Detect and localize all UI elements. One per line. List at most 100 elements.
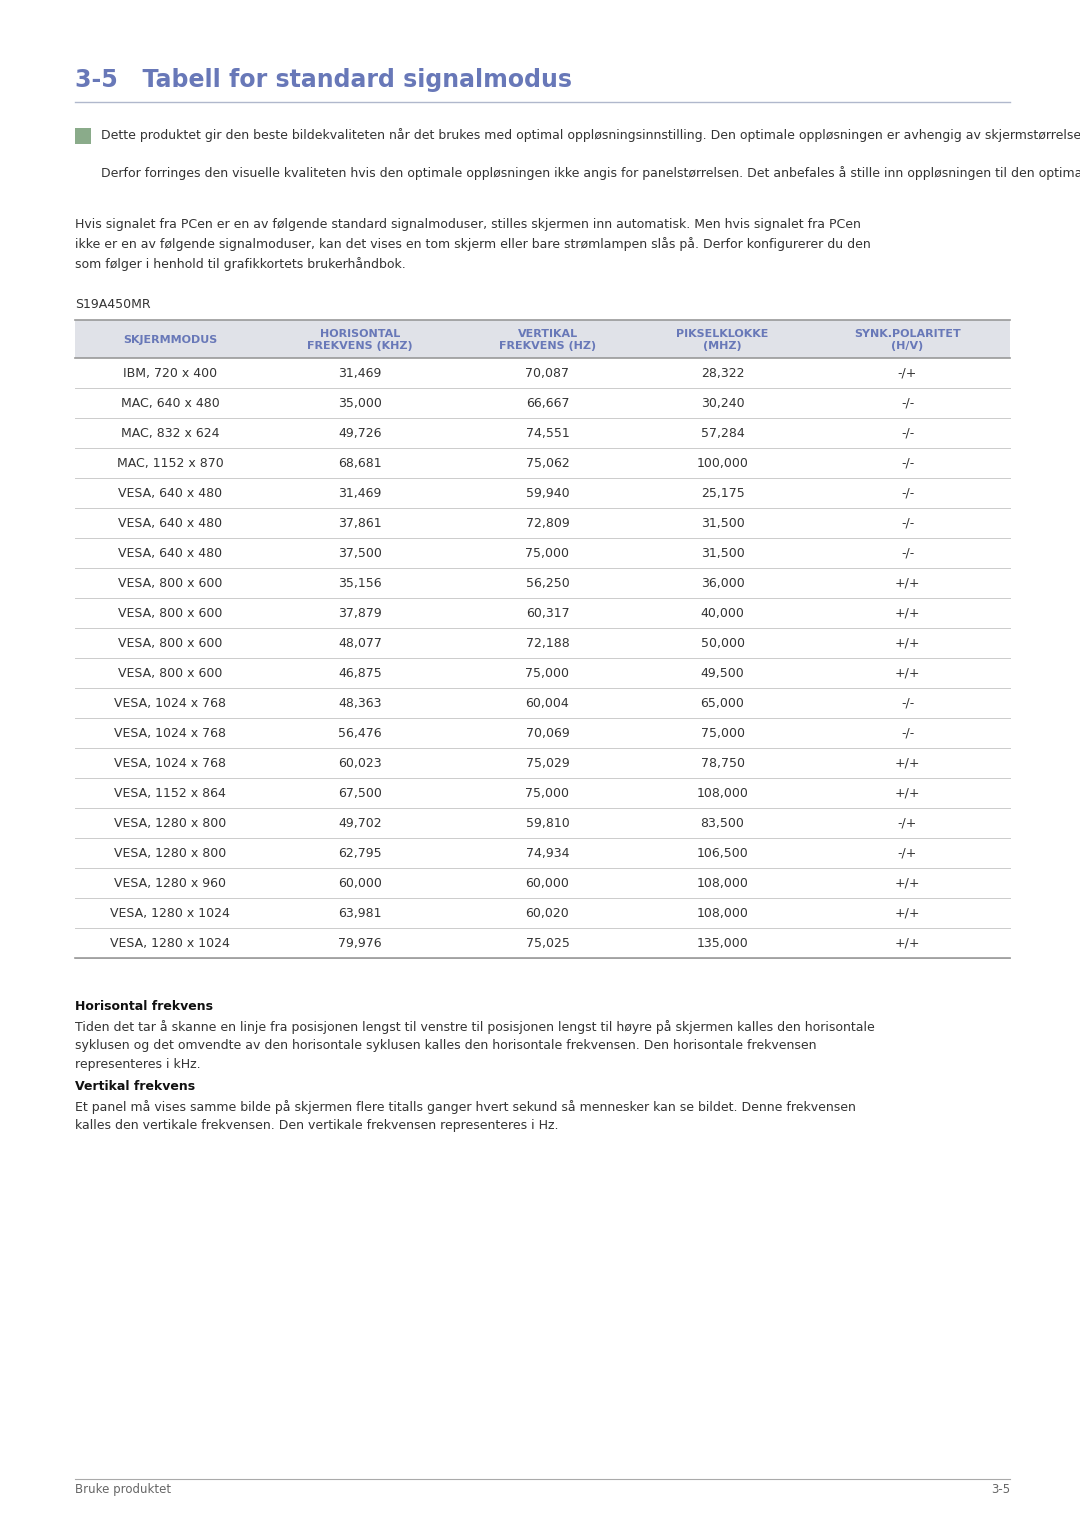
Text: 75,000: 75,000 xyxy=(526,786,569,800)
Text: 75,000: 75,000 xyxy=(526,666,569,680)
Text: SYNK.POLARITET
(H/V): SYNK.POLARITET (H/V) xyxy=(854,328,961,351)
Text: +/+: +/+ xyxy=(894,786,920,800)
Text: VERTIKAL
FREKVENS (HZ): VERTIKAL FREKVENS (HZ) xyxy=(499,328,596,351)
Text: 135,000: 135,000 xyxy=(697,936,748,950)
Text: 67,500: 67,500 xyxy=(338,786,382,800)
Text: VESA, 1280 x 800: VESA, 1280 x 800 xyxy=(113,846,226,860)
Text: Tiden det tar å skanne en linje fra posisjonen lengst til venstre til posisjonen: Tiden det tar å skanne en linje fra posi… xyxy=(75,1020,875,1070)
Text: 37,500: 37,500 xyxy=(338,547,382,559)
Text: 75,000: 75,000 xyxy=(701,727,744,739)
Text: 60,000: 60,000 xyxy=(338,876,382,890)
Text: 48,077: 48,077 xyxy=(338,637,382,649)
Text: VESA, 1280 x 1024: VESA, 1280 x 1024 xyxy=(110,907,230,919)
Text: HORISONTAL
FREKVENS (KHZ): HORISONTAL FREKVENS (KHZ) xyxy=(307,328,413,351)
Text: 72,809: 72,809 xyxy=(526,516,569,530)
Text: 108,000: 108,000 xyxy=(697,907,748,919)
Text: -/+: -/+ xyxy=(897,366,917,380)
Text: VESA, 640 x 480: VESA, 640 x 480 xyxy=(118,487,222,499)
Text: SKJERMMODUS: SKJERMMODUS xyxy=(123,334,217,345)
Text: 37,879: 37,879 xyxy=(338,606,382,620)
Text: Derfor forringes den visuelle kvaliteten hvis den optimale oppløsningen ikke ang: Derfor forringes den visuelle kvaliteten… xyxy=(102,166,1080,180)
Text: 75,025: 75,025 xyxy=(526,936,569,950)
Text: Horisontal frekvens: Horisontal frekvens xyxy=(75,1000,213,1012)
Text: -/-: -/- xyxy=(901,457,914,469)
Text: VESA, 640 x 480: VESA, 640 x 480 xyxy=(118,547,222,559)
Text: VESA, 1024 x 768: VESA, 1024 x 768 xyxy=(114,696,226,710)
Bar xyxy=(75,321,1010,357)
Text: 30,240: 30,240 xyxy=(701,397,744,409)
Text: Vertikal frekvens: Vertikal frekvens xyxy=(75,1080,195,1093)
Text: 66,667: 66,667 xyxy=(526,397,569,409)
Text: 108,000: 108,000 xyxy=(697,876,748,890)
Text: S19A450MR: S19A450MR xyxy=(75,298,150,312)
Text: 60,020: 60,020 xyxy=(526,907,569,919)
Text: 83,500: 83,500 xyxy=(701,817,744,829)
Text: 60,000: 60,000 xyxy=(526,876,569,890)
Text: MAC, 832 x 624: MAC, 832 x 624 xyxy=(121,426,219,440)
Text: 75,000: 75,000 xyxy=(526,547,569,559)
Text: VESA, 800 x 600: VESA, 800 x 600 xyxy=(118,606,222,620)
Text: +/+: +/+ xyxy=(894,876,920,890)
Text: -/-: -/- xyxy=(901,397,914,409)
Text: 100,000: 100,000 xyxy=(697,457,748,469)
Text: 25,175: 25,175 xyxy=(701,487,744,499)
Text: 62,795: 62,795 xyxy=(338,846,382,860)
Text: 59,810: 59,810 xyxy=(526,817,569,829)
Text: +/+: +/+ xyxy=(894,577,920,589)
Text: -/+: -/+ xyxy=(897,846,917,860)
Text: 31,469: 31,469 xyxy=(338,487,381,499)
Text: VESA, 1280 x 960: VESA, 1280 x 960 xyxy=(114,876,226,890)
Text: 70,069: 70,069 xyxy=(526,727,569,739)
Text: IBM, 720 x 400: IBM, 720 x 400 xyxy=(123,366,217,380)
Text: -/-: -/- xyxy=(901,426,914,440)
Text: 57,284: 57,284 xyxy=(701,426,744,440)
Text: VESA, 1024 x 768: VESA, 1024 x 768 xyxy=(114,756,226,770)
Text: Hvis signalet fra PCen er en av følgende standard signalmoduser, stilles skjerme: Hvis signalet fra PCen er en av følgende… xyxy=(75,218,870,270)
Text: 70,087: 70,087 xyxy=(526,366,569,380)
Text: 74,934: 74,934 xyxy=(526,846,569,860)
Text: VESA, 1280 x 800: VESA, 1280 x 800 xyxy=(113,817,226,829)
Text: -/+: -/+ xyxy=(897,817,917,829)
Text: +/+: +/+ xyxy=(894,606,920,620)
Text: 79,976: 79,976 xyxy=(338,936,382,950)
Text: Et panel må vises samme bilde på skjermen flere titalls ganger hvert sekund så m: Et panel må vises samme bilde på skjerme… xyxy=(75,1099,855,1133)
Text: 31,469: 31,469 xyxy=(338,366,381,380)
Text: 40,000: 40,000 xyxy=(701,606,744,620)
Text: -/-: -/- xyxy=(901,696,914,710)
Text: 31,500: 31,500 xyxy=(701,547,744,559)
Text: 37,861: 37,861 xyxy=(338,516,382,530)
Text: 46,875: 46,875 xyxy=(338,666,382,680)
Text: -/-: -/- xyxy=(901,727,914,739)
Text: VESA, 800 x 600: VESA, 800 x 600 xyxy=(118,577,222,589)
Text: -/-: -/- xyxy=(901,547,914,559)
Text: VESA, 1024 x 768: VESA, 1024 x 768 xyxy=(114,727,226,739)
Text: 60,023: 60,023 xyxy=(338,756,382,770)
Text: +/+: +/+ xyxy=(894,756,920,770)
Text: 31,500: 31,500 xyxy=(701,516,744,530)
Text: 59,940: 59,940 xyxy=(526,487,569,499)
Text: PIKSELKLOKKE
(MHZ): PIKSELKLOKKE (MHZ) xyxy=(676,328,769,351)
Text: Bruke produktet: Bruke produktet xyxy=(75,1483,171,1496)
Text: 106,500: 106,500 xyxy=(697,846,748,860)
Text: 65,000: 65,000 xyxy=(701,696,744,710)
Text: 74,551: 74,551 xyxy=(526,426,569,440)
Text: 78,750: 78,750 xyxy=(701,756,744,770)
Text: +/+: +/+ xyxy=(894,637,920,649)
Text: 60,004: 60,004 xyxy=(526,696,569,710)
Text: 75,029: 75,029 xyxy=(526,756,569,770)
Text: 49,702: 49,702 xyxy=(338,817,382,829)
Text: 108,000: 108,000 xyxy=(697,786,748,800)
Text: VESA, 1280 x 1024: VESA, 1280 x 1024 xyxy=(110,936,230,950)
Bar xyxy=(75,128,91,144)
Text: 72,188: 72,188 xyxy=(526,637,569,649)
Text: VESA, 1152 x 864: VESA, 1152 x 864 xyxy=(114,786,226,800)
Text: 49,500: 49,500 xyxy=(701,666,744,680)
Text: 48,363: 48,363 xyxy=(338,696,381,710)
Text: 56,250: 56,250 xyxy=(526,577,569,589)
Text: 49,726: 49,726 xyxy=(338,426,381,440)
Text: -/-: -/- xyxy=(901,516,914,530)
Text: +/+: +/+ xyxy=(894,936,920,950)
Text: Dette produktet gir den beste bildekvaliteten når det brukes med optimal oppløsn: Dette produktet gir den beste bildekvali… xyxy=(102,128,1080,142)
Text: MAC, 1152 x 870: MAC, 1152 x 870 xyxy=(117,457,224,469)
Text: 3-5   Tabell for standard signalmodus: 3-5 Tabell for standard signalmodus xyxy=(75,69,572,92)
